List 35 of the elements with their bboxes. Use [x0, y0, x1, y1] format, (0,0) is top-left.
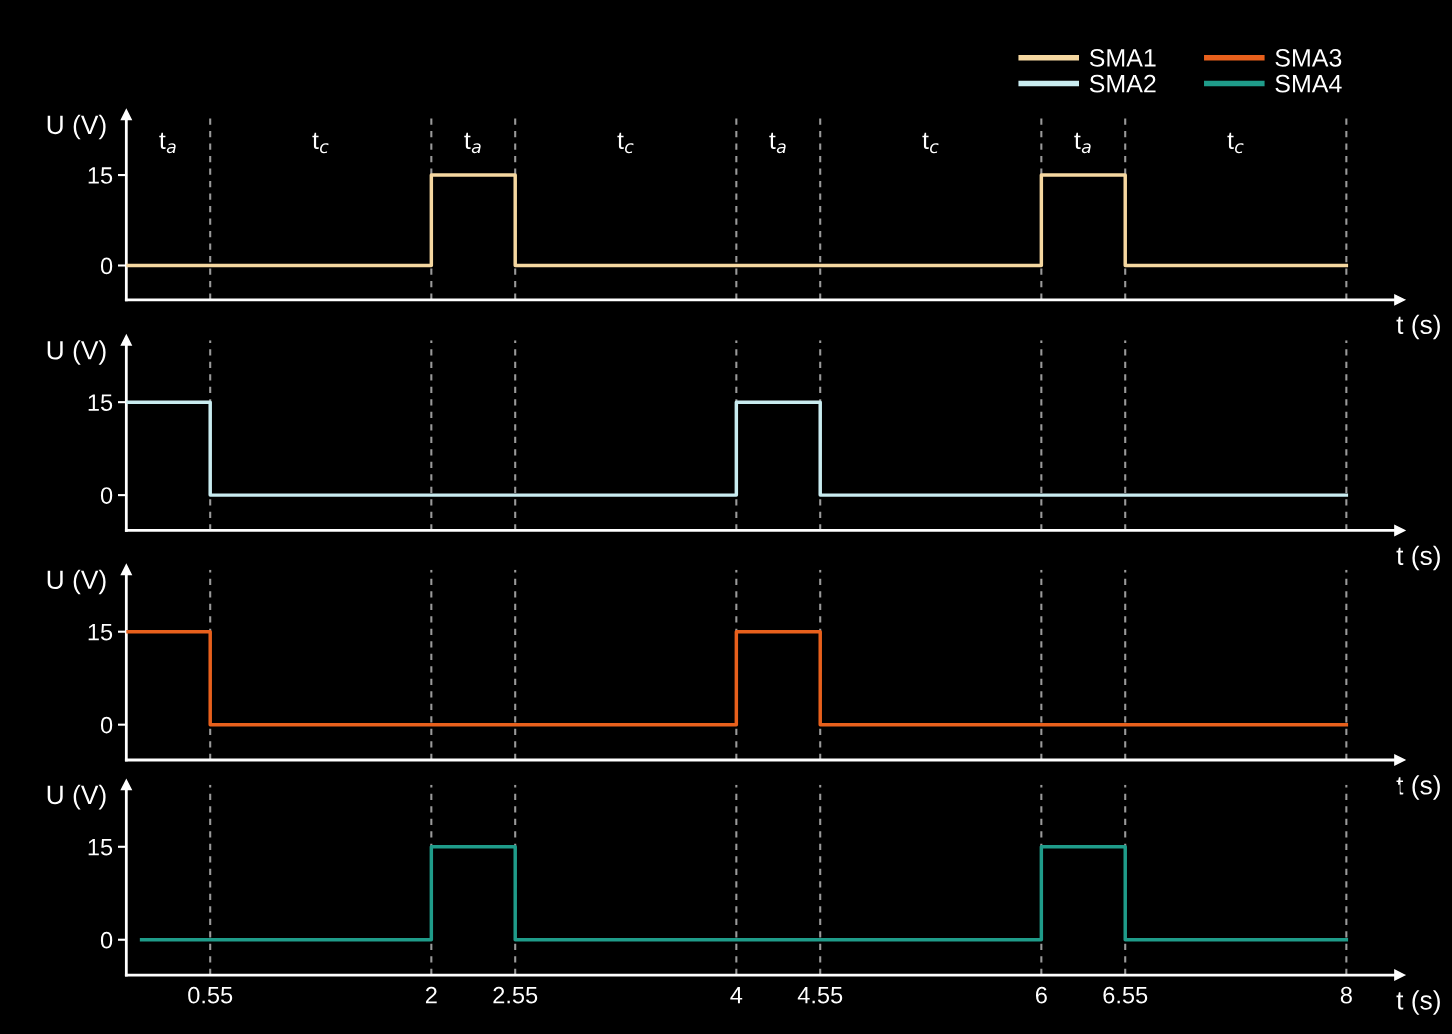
x-axis-title: t (s) — [1396, 314, 1440, 340]
annotation: t$_{a}$ — [1074, 132, 1091, 154]
x-tick-label: 6 — [1035, 986, 1047, 1004]
x-tick-label: 4.55 — [797, 987, 843, 1004]
annotation: t$_{a}$ — [159, 132, 176, 154]
x-tick-label: 2.55 — [493, 986, 538, 1004]
annotation: t$_{c}$ — [1227, 132, 1244, 154]
x-tick-label: 4 — [730, 987, 743, 1004]
x-tick-label: 6.55 — [1103, 986, 1148, 1004]
legend-label: SMA4 — [1275, 74, 1342, 93]
y-tick-label: 15 — [88, 839, 113, 856]
y-tick-label: 15 — [88, 394, 113, 411]
annotation: t$_{a}$ — [769, 132, 786, 154]
y-axis-title: U (V) — [47, 340, 106, 365]
x-tick-label: 0.55 — [188, 986, 233, 1004]
y-tick-label: 0 — [100, 257, 113, 275]
legend-label: SMA1 — [1089, 49, 1156, 67]
y-tick-label: 15 — [88, 624, 113, 641]
legend-label: SMA3 — [1275, 49, 1342, 67]
x-axis-title: t (s) — [1396, 545, 1440, 571]
annotation: t$_{a}$ — [464, 132, 481, 154]
x-tick-label: 8 — [1340, 986, 1352, 1004]
annotation: t$_{c}$ — [617, 132, 634, 154]
y-axis-title: U (V) — [47, 114, 106, 140]
y-axis-title: U (V) — [47, 569, 106, 595]
y-axis-title: U (V) — [47, 784, 106, 810]
annotation: t$_{c}$ — [312, 132, 329, 154]
x-tick-label: 2 — [425, 986, 437, 1004]
y-tick-label: 0 — [100, 487, 113, 504]
y-tick-label: 0 — [100, 931, 113, 949]
legend-label: SMA2 — [1089, 74, 1156, 93]
annotation: t$_{c}$ — [922, 132, 939, 154]
y-tick-label: 15 — [88, 167, 113, 184]
x-axis-title: t (s) — [1396, 990, 1440, 1015]
y-tick-label: 0 — [100, 716, 113, 734]
